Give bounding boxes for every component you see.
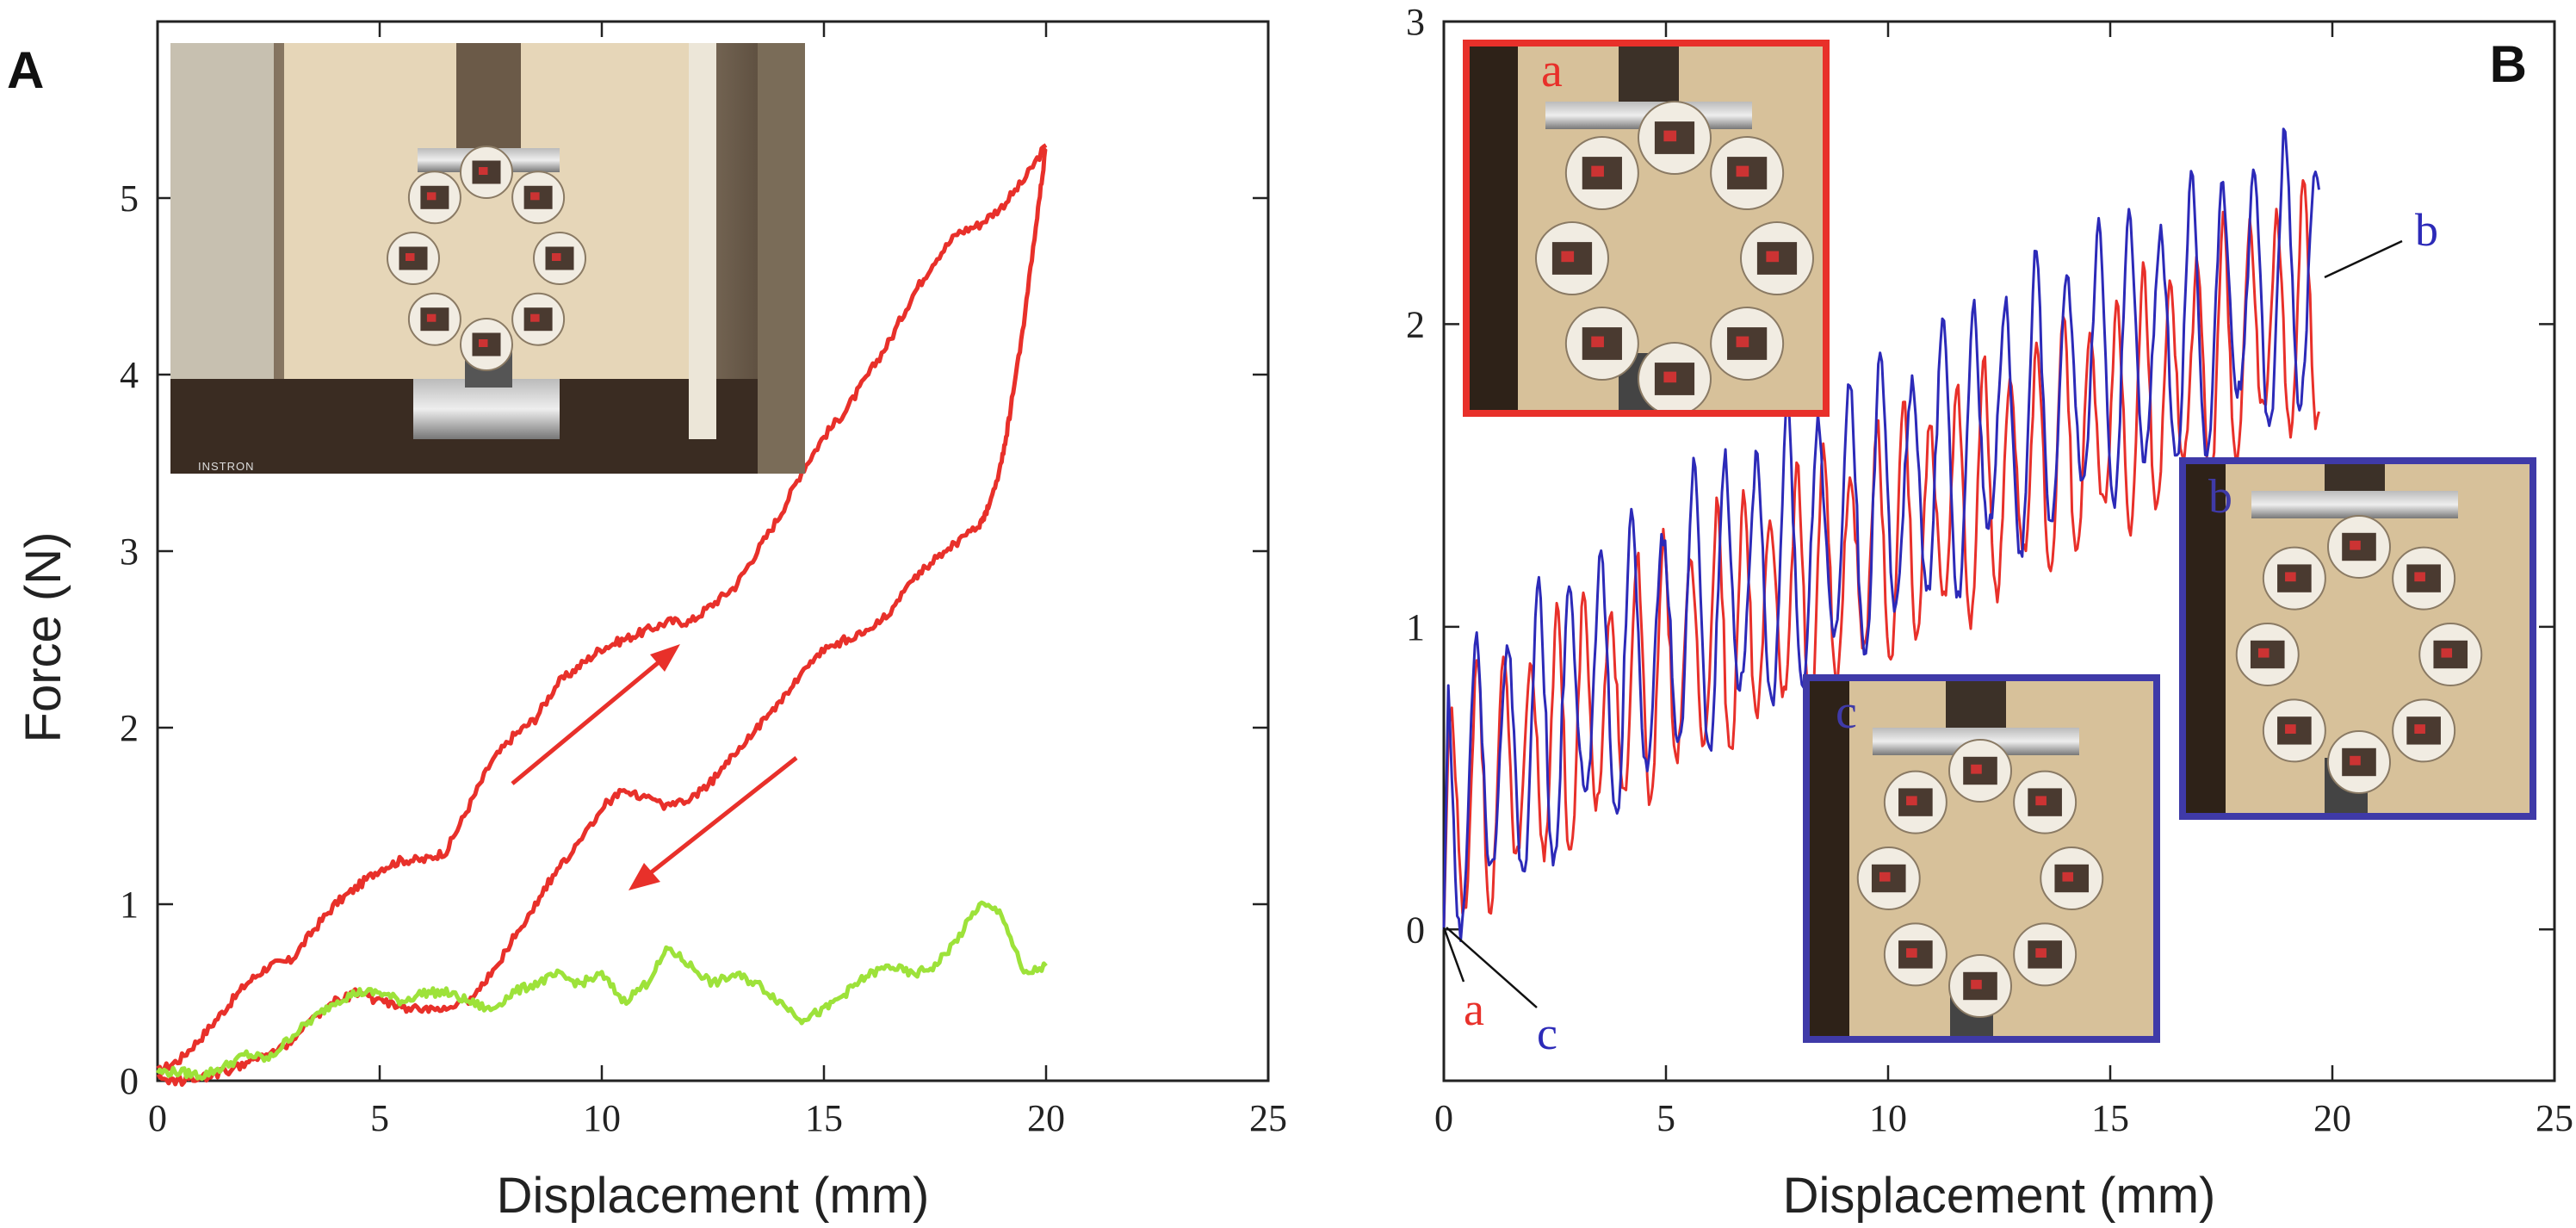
robot-module-chip [1591, 336, 1604, 348]
robot-module-chip [1971, 764, 1982, 774]
robot-module-chip [2414, 724, 2425, 734]
photo-inset-b-label: b [2208, 470, 2232, 524]
panel-a-x-tick-label: 10 [583, 1097, 621, 1139]
panel-b-y-tick-label: 0 [1406, 909, 1425, 951]
robot-module-chip [1561, 251, 1575, 263]
robot-module-chip [2035, 796, 2047, 806]
photo-inset-c-label: c [1836, 685, 1857, 739]
panel-b-x-tick-label: 0 [1434, 1097, 1453, 1139]
robot-module-chip [1663, 130, 1677, 142]
annotation-a-leader [1442, 927, 1465, 983]
panel-a-y-ticks: 0 1 2 3 4 5 [120, 177, 1268, 1102]
panel-a-y-axis-title: Force (N) [15, 532, 71, 743]
panel-b-x-tick-label: 15 [2091, 1097, 2129, 1139]
robot-module-chip [2441, 648, 2453, 658]
panel-b-x-tick-label: 25 [2536, 1097, 2573, 1139]
annotation-a: a [1464, 983, 1484, 1035]
panel-a-series-line [156, 143, 1048, 1076]
instron-logo: INSTRON [198, 460, 255, 473]
panel-a-x-tick-label: 15 [805, 1097, 843, 1139]
panel-b-x-ticks: 0 5 10 15 20 25 [1434, 22, 2573, 1139]
robot-module-chip [1736, 336, 1749, 348]
panel-b-x-tick-label: 20 [2313, 1097, 2351, 1139]
annotation-b-leader [2324, 239, 2403, 279]
panel-b-y-tick-label: 3 [1406, 1, 1425, 43]
panel-a-y-tick-label: 1 [120, 884, 139, 926]
panel-a-x-tick-label: 25 [1249, 1097, 1287, 1139]
robot-module-chip [426, 313, 437, 322]
panel-a-x-tick-label: 0 [148, 1097, 167, 1139]
robot-module-chip [530, 192, 540, 201]
robot-module-chip [1906, 948, 1917, 958]
robot-module-chip [2035, 948, 2047, 958]
panel-b-y-tick-label: 2 [1406, 303, 1425, 345]
robot-module-chip [2257, 648, 2269, 658]
robot-module-chip [552, 253, 561, 261]
panel-a-y-tick-label: 3 [120, 530, 139, 573]
robot-module-chip [406, 253, 415, 261]
robot-module-chip [2350, 540, 2361, 550]
photo-inset-a: a [1463, 40, 1830, 417]
panel-b-series-b [1442, 127, 2320, 942]
robot-module-chip [2414, 572, 2425, 582]
robot-module-chip [1766, 251, 1780, 263]
instron-photo-inset: INSTRON [170, 43, 805, 474]
panel-b-y-ticks: 0 1 2 3 [1406, 1, 2554, 951]
photo-inset-a-label: a [1541, 44, 1563, 97]
panel-a-y-tick-label: 2 [120, 707, 139, 749]
panel-letter-a: A [7, 41, 44, 99]
panel-b-series [1442, 127, 2320, 942]
panel-a-x-axis-title: Displacement (mm) [497, 1168, 930, 1224]
panel-b-x-tick-label: 10 [1869, 1097, 1907, 1139]
panel-a-x-ticks: 0 5 10 15 20 25 [148, 22, 1287, 1139]
panel-a-series [155, 143, 1048, 1088]
robot-module-chip [2285, 724, 2296, 734]
panel-b-frame [1442, 20, 2556, 1082]
robot-module-chip [2062, 871, 2074, 882]
robot-modules-photo-b-a [1535, 101, 1814, 416]
annotation-c-leader [1446, 927, 1538, 1008]
robot-modules-photo-b-b [2235, 515, 2483, 794]
photo-inset-c: c [1803, 674, 2160, 1043]
robot-module-chip [1971, 979, 1982, 989]
robot-module-chip [2350, 755, 2361, 766]
panel-a-x-tick-label: 5 [370, 1097, 389, 1139]
robot-module-chip [479, 167, 488, 175]
robot-module-chip [1591, 165, 1604, 177]
robot-module-chip [1663, 371, 1677, 383]
panel-a-y-tick-label: 5 [120, 177, 139, 220]
panel-b-x-tick-label: 5 [1656, 1097, 1675, 1139]
panel-a-y-tick-label: 0 [120, 1060, 139, 1102]
robot-module-chip [530, 313, 540, 322]
annotation-b: b [2415, 204, 2438, 256]
robot-modules-photo-a [387, 146, 586, 371]
robot-module-chip [479, 339, 488, 347]
panel-a-series-line [155, 900, 1048, 1082]
robot-module-chip [1906, 796, 1917, 806]
annotation-c: c [1537, 1008, 1557, 1059]
panel-a-x-tick-label: 20 [1027, 1097, 1065, 1139]
photo-inset-b: b [2179, 457, 2536, 820]
robot-module-chip [1736, 165, 1749, 177]
loading-arrow [511, 644, 680, 785]
robot-modules-photo-b-c [1856, 739, 2104, 1018]
panel-b-y-tick-label: 1 [1406, 606, 1425, 648]
robot-module-chip [426, 192, 437, 201]
robot-module-chip [2285, 572, 2296, 582]
panel-letter-b: B [2490, 35, 2527, 93]
panel-b-x-axis-title: Displacement (mm) [1783, 1168, 2216, 1224]
robot-module-chip [1879, 871, 1891, 882]
unloading-arrow [629, 756, 798, 890]
panel-a-y-tick-label: 4 [120, 354, 139, 396]
